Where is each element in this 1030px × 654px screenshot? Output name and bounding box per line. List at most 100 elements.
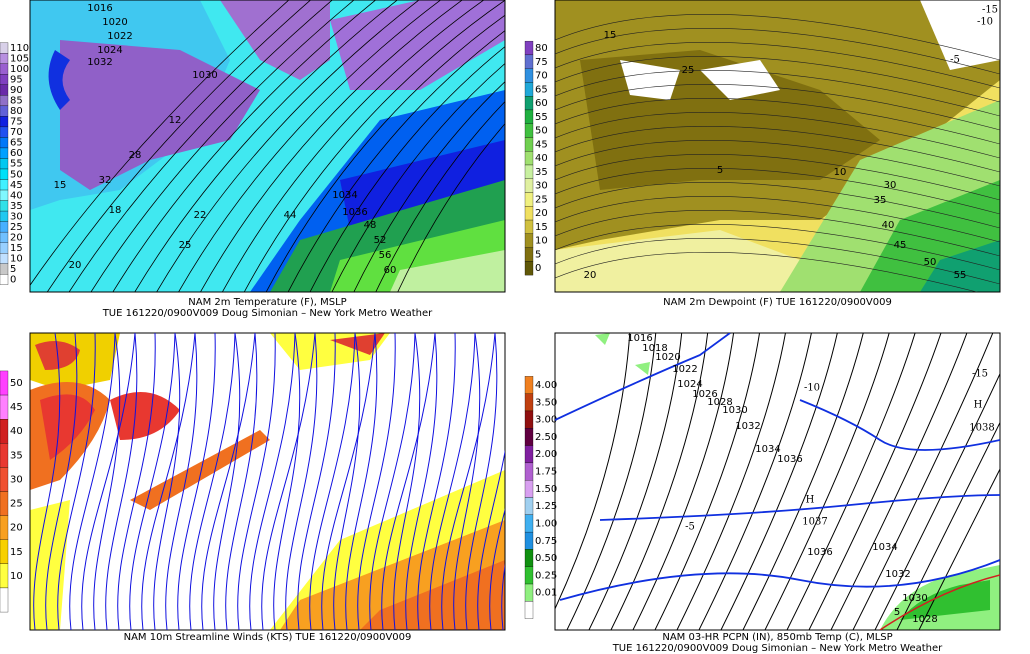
colorbar-label: 0.75 xyxy=(535,536,557,547)
isobar xyxy=(156,0,420,292)
colorbar-label: 65 xyxy=(10,138,23,149)
streamline xyxy=(465,333,498,630)
map-label: 20 xyxy=(584,270,597,281)
colorbar-label: 2.50 xyxy=(535,432,557,443)
contour xyxy=(555,126,1000,173)
colorbar-label: 35 xyxy=(10,450,23,461)
color-swatch xyxy=(524,54,534,69)
map-label: 32 xyxy=(99,175,112,186)
color-swatch xyxy=(524,219,534,234)
color-swatch xyxy=(524,549,534,567)
color-swatch xyxy=(524,40,534,56)
colorbar-label: 15 xyxy=(535,222,548,233)
isobar xyxy=(331,63,505,292)
colorbar-label: 100 xyxy=(10,64,29,75)
isotherm xyxy=(559,559,1000,601)
wind-map xyxy=(30,333,505,630)
colorbar-label: 105 xyxy=(10,54,29,65)
map-label: 1024 xyxy=(677,379,702,390)
caption: NAM 03-HR PCPN (IN), 850mb Temp (C), MLS… xyxy=(662,632,892,643)
color-swatch xyxy=(0,179,9,191)
caption: NAM 2m Temperature (F), MSLP xyxy=(188,297,346,308)
map-frame xyxy=(554,332,1001,631)
streamline xyxy=(105,333,138,630)
streamline xyxy=(429,333,476,630)
colorbar-label: 0.25 xyxy=(535,570,557,581)
map-label: 25 xyxy=(682,65,695,76)
colorbar-label: 90 xyxy=(10,85,23,96)
contour xyxy=(555,168,1000,215)
map-label: 28 xyxy=(129,150,142,161)
colorbar-label: 0.50 xyxy=(535,553,557,564)
color-swatch xyxy=(524,531,534,550)
contour xyxy=(555,84,1000,131)
contours xyxy=(29,0,1001,631)
streamline xyxy=(33,333,61,630)
isobar xyxy=(610,333,709,630)
color-swatch xyxy=(524,137,534,152)
colorbar-label: 25 xyxy=(10,222,23,233)
map-label: 40 xyxy=(882,220,895,231)
contour xyxy=(555,210,1000,257)
contour xyxy=(555,238,1000,285)
map-label: -15 xyxy=(982,5,998,16)
contour xyxy=(555,112,1000,159)
isobar xyxy=(896,422,1000,630)
map-label: 1018 xyxy=(642,343,667,354)
streamline xyxy=(501,563,505,630)
colorbar-label: 5 xyxy=(10,264,16,275)
isotherm xyxy=(879,574,1000,630)
color-swatch xyxy=(524,428,534,446)
colorbar-label: 10 xyxy=(10,571,23,582)
map-labels: 1016102010221024103010321034103612151820… xyxy=(54,3,998,625)
contour xyxy=(555,28,1000,75)
color-swatch xyxy=(524,178,534,193)
color-swatch xyxy=(0,221,9,233)
map-label: 45 xyxy=(894,240,907,251)
colorbar-label: 40 xyxy=(10,190,23,201)
contour-group xyxy=(555,14,1000,292)
color-swatch xyxy=(524,164,534,179)
color-swatch xyxy=(0,563,9,589)
map-label: 1022 xyxy=(107,31,132,42)
color-swatch xyxy=(0,147,9,159)
colorbar-label: 3.50 xyxy=(535,397,557,408)
isotherm xyxy=(555,333,731,421)
streamline xyxy=(453,333,481,630)
streamline xyxy=(393,333,421,630)
streamline xyxy=(141,333,196,630)
caption: TUE 161220/0900V009 Doug Simonian – New … xyxy=(612,643,943,654)
temperature-map xyxy=(30,0,505,292)
color-swatch xyxy=(524,480,534,498)
isobar xyxy=(68,0,333,292)
isobar xyxy=(566,333,657,630)
streamline xyxy=(273,333,301,630)
isobar xyxy=(200,0,463,292)
contour xyxy=(555,154,1000,201)
map-label: 1034 xyxy=(332,190,357,201)
streamline xyxy=(369,333,416,630)
color-swatch xyxy=(0,242,9,254)
map-label: 15 xyxy=(54,180,67,191)
color-swatch xyxy=(524,151,534,166)
map-label: 22 xyxy=(194,210,207,221)
isobar xyxy=(112,0,377,292)
map-label: 1020 xyxy=(102,17,127,28)
map-label: -5 xyxy=(950,55,960,66)
color-swatch xyxy=(0,63,9,75)
streamline xyxy=(249,333,296,630)
colorbar-label: 60 xyxy=(535,98,548,109)
color-swatch xyxy=(0,95,9,107)
colorbar-label: 20 xyxy=(535,208,548,219)
isobar xyxy=(720,333,838,630)
map-label: 5 xyxy=(894,607,900,618)
streamline xyxy=(57,333,96,630)
color-swatch xyxy=(524,445,534,464)
color-swatch xyxy=(0,515,9,540)
color-swatch xyxy=(524,393,534,412)
map-label: 1030 xyxy=(722,405,747,416)
colorbar-label: 0 xyxy=(10,274,16,285)
isobar xyxy=(178,0,442,292)
isobar xyxy=(309,46,505,292)
map-label: 25 xyxy=(179,240,192,251)
